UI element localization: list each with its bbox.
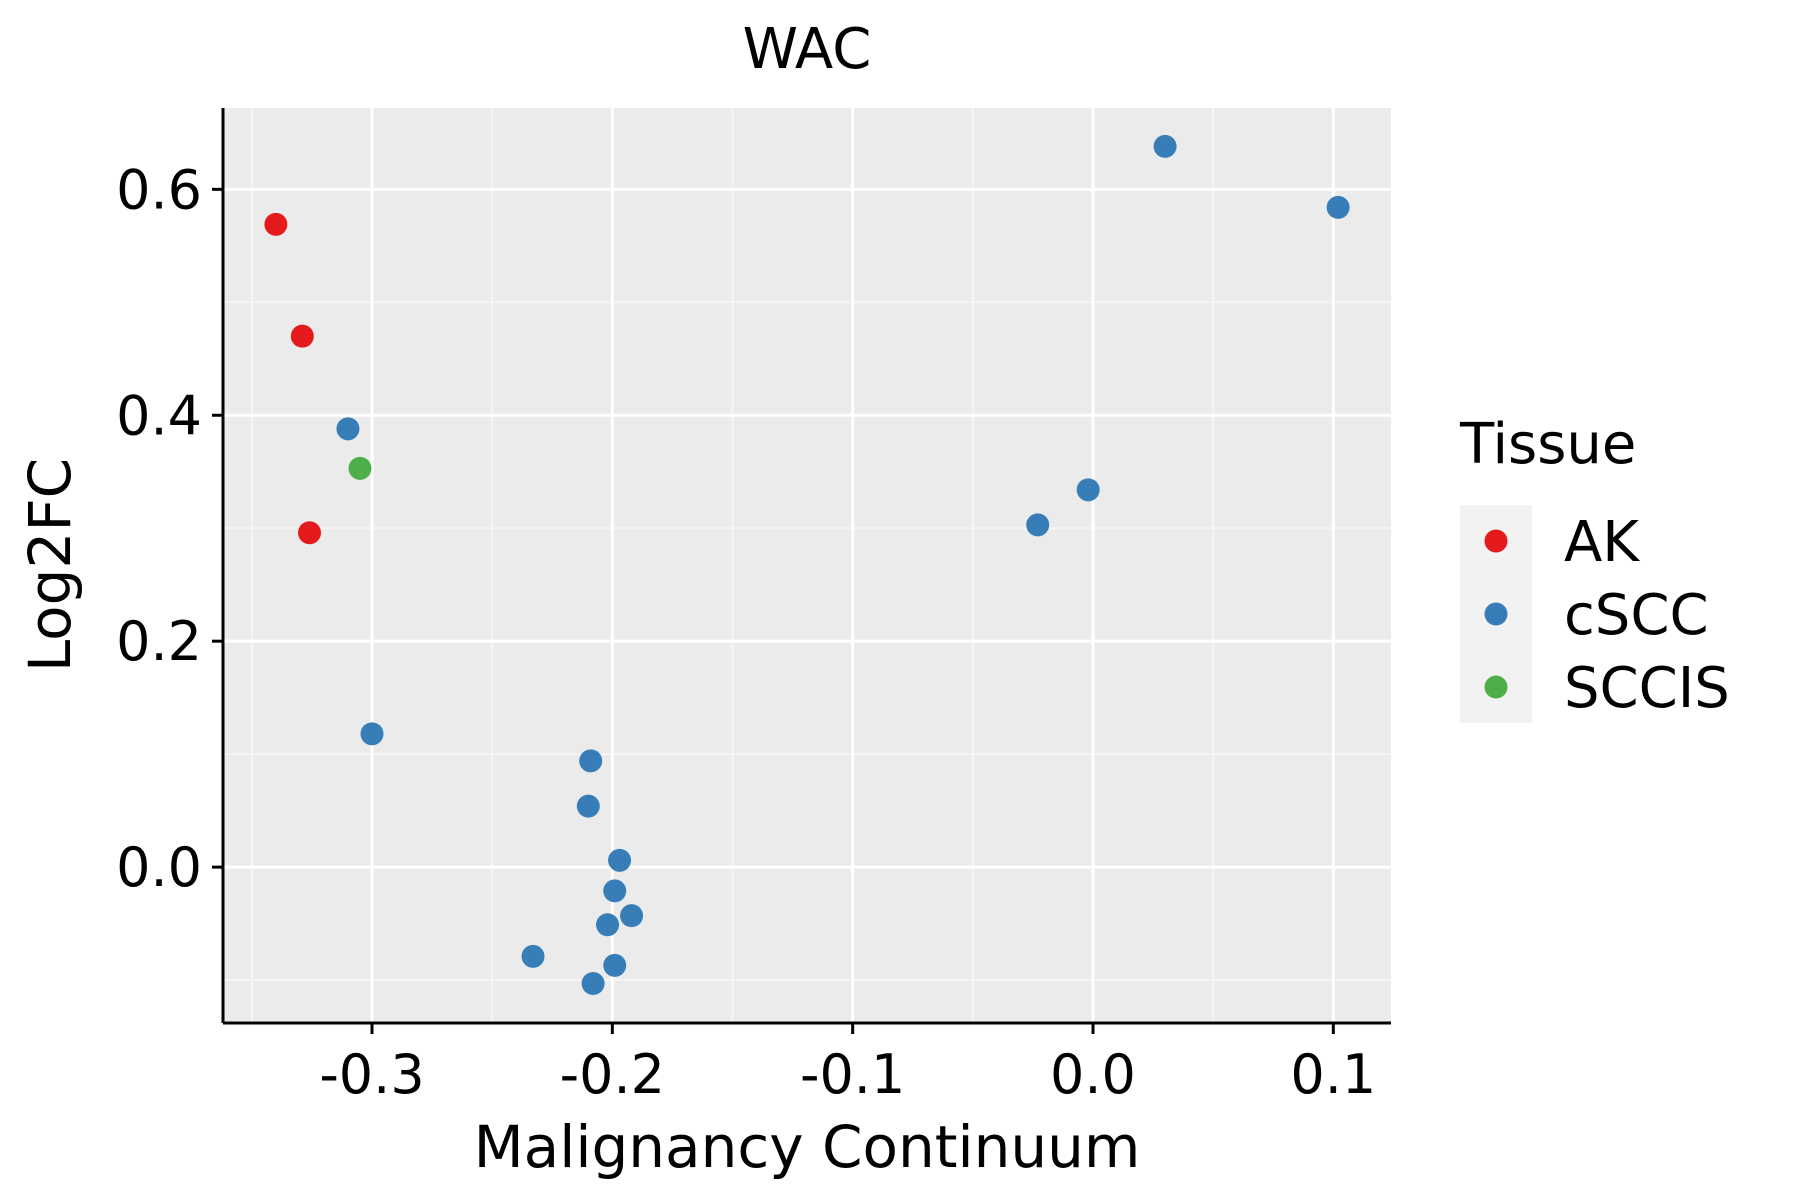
legend: Tissue AK cSCC SCCIS [1459, 412, 1730, 723]
x-tick-label: -0.1 [800, 1043, 905, 1106]
legend-title: Tissue [1459, 412, 1636, 477]
legend-key-cscc [1484, 602, 1508, 626]
y-axis-title: Log2FC [16, 458, 84, 672]
data-point-cscc [1153, 134, 1177, 158]
data-points [264, 134, 1350, 995]
legend-key-sccis [1484, 675, 1508, 699]
data-point-cscc [336, 417, 360, 441]
data-point-cscc [1026, 513, 1050, 537]
data-point-cscc [608, 848, 632, 872]
data-point-cscc [521, 944, 545, 968]
data-point-cscc [620, 904, 644, 928]
y-tick-label: 0.0 [116, 836, 202, 899]
y-tick-label: 0.6 [116, 158, 202, 221]
x-tick-label: 0.1 [1290, 1043, 1376, 1106]
y-tick-label: 0.4 [116, 384, 202, 447]
data-point-cscc [576, 794, 600, 818]
data-point-ak [298, 521, 322, 545]
x-tick-label: -0.3 [319, 1043, 424, 1106]
plot-panel [223, 108, 1391, 1023]
data-point-cscc [603, 879, 627, 903]
data-point-ak [290, 324, 314, 348]
legend-label-cscc: cSCC [1564, 583, 1709, 648]
minor-gridlines [223, 108, 1391, 1023]
y-tick-label: 0.2 [116, 610, 202, 673]
x-tick-label: 0.0 [1050, 1043, 1136, 1106]
data-point-sccis [348, 456, 372, 480]
data-point-cscc [1076, 478, 1100, 502]
major-gridlines [223, 108, 1391, 1023]
data-point-cscc [596, 913, 620, 937]
chart-title: WAC [743, 17, 872, 82]
data-point-ak [264, 212, 288, 236]
legend-entries: AK cSCC SCCIS [1484, 510, 1730, 721]
data-point-cscc [603, 953, 627, 977]
data-point-cscc [579, 749, 603, 773]
x-tick-label: -0.2 [560, 1043, 665, 1106]
data-point-cscc [360, 722, 384, 746]
legend-label-ak: AK [1564, 510, 1640, 575]
legend-key-ak [1484, 529, 1508, 553]
y-axis-ticks: 0.0 0.2 0.4 0.6 [116, 158, 223, 899]
x-axis-ticks: -0.3 -0.2 -0.1 0.0 0.1 [319, 1023, 1376, 1106]
legend-label-sccis: SCCIS [1564, 656, 1730, 721]
x-axis-title: Malignancy Continuum [474, 1113, 1141, 1181]
data-point-cscc [1326, 195, 1350, 219]
data-point-cscc [581, 971, 605, 995]
